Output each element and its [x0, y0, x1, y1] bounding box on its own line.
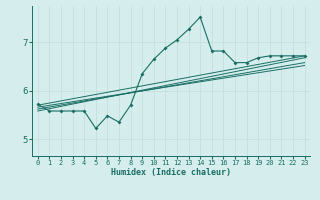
- X-axis label: Humidex (Indice chaleur): Humidex (Indice chaleur): [111, 168, 231, 177]
